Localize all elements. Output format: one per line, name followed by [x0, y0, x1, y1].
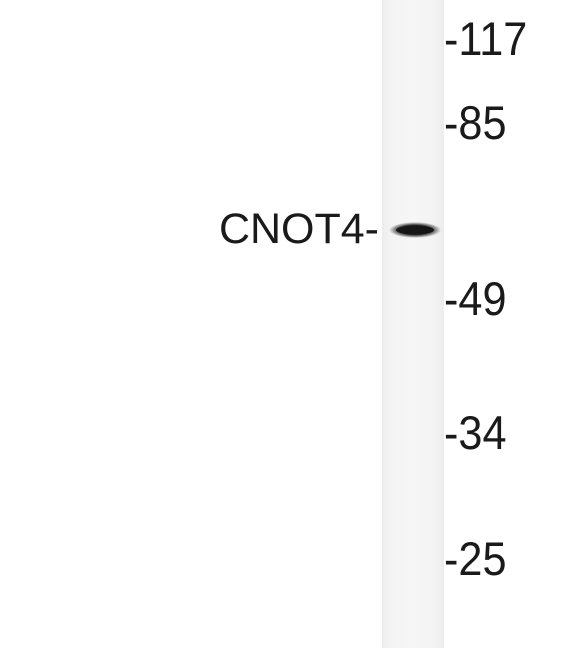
- marker-49: -49: [444, 272, 507, 325]
- marker-85: -85: [444, 96, 507, 149]
- protein-band-core: [396, 225, 434, 235]
- marker-34: -34: [444, 406, 507, 459]
- gel-lane: [382, 0, 444, 648]
- marker-25: -25: [444, 532, 507, 585]
- marker-117: -117: [444, 12, 528, 65]
- band-label: CNOT4-: [218, 205, 379, 253]
